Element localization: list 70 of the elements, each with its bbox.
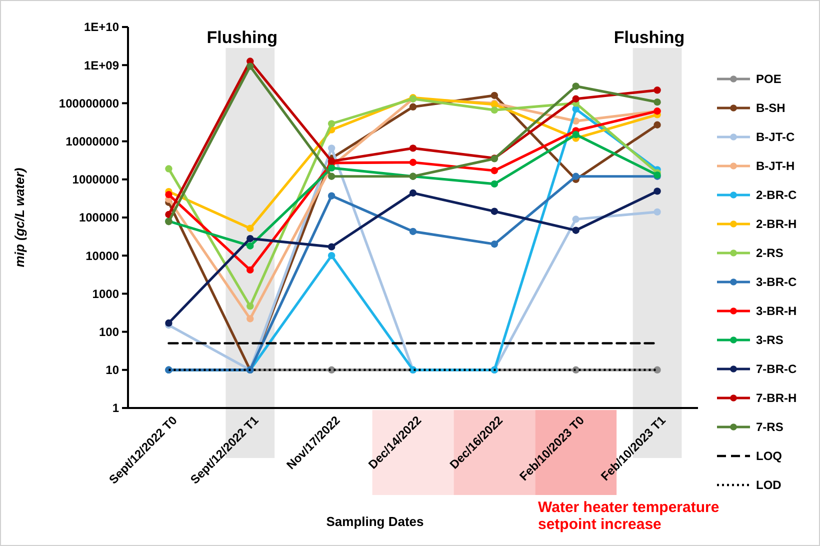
point bbox=[490, 167, 498, 174]
legend-label: 7-BR-C bbox=[756, 362, 797, 376]
point bbox=[409, 158, 417, 166]
legend-label: POE bbox=[756, 72, 782, 86]
point bbox=[654, 86, 661, 94]
point bbox=[246, 224, 254, 232]
y-tick-label: 100000 bbox=[78, 210, 120, 225]
point bbox=[246, 242, 254, 250]
point bbox=[246, 315, 254, 322]
point bbox=[654, 121, 661, 128]
point bbox=[328, 252, 336, 260]
point bbox=[165, 190, 172, 198]
point bbox=[165, 165, 172, 172]
legend-label: 3-BR-H bbox=[756, 304, 797, 318]
point bbox=[409, 228, 417, 236]
point bbox=[572, 130, 580, 138]
point bbox=[409, 144, 417, 152]
point bbox=[572, 95, 580, 102]
point bbox=[246, 266, 254, 274]
y-tick-label: 1 bbox=[112, 401, 120, 416]
point bbox=[409, 103, 417, 110]
point bbox=[409, 189, 417, 197]
y-tick-label: 10 bbox=[106, 363, 120, 378]
point bbox=[328, 243, 336, 250]
point bbox=[490, 240, 498, 248]
legend-label: B-JT-H bbox=[756, 159, 795, 174]
point bbox=[328, 172, 336, 180]
point bbox=[654, 208, 661, 216]
legend-label: 3-RS bbox=[756, 333, 784, 348]
legend-label: 2-BR-C bbox=[756, 188, 797, 202]
point bbox=[246, 302, 254, 310]
point bbox=[490, 106, 498, 114]
y-tick-label: 10000000 bbox=[66, 134, 120, 148]
y-tick-label: 100 bbox=[98, 325, 120, 339]
legend-label: B-JT-C bbox=[756, 130, 795, 144]
band-label: Flushing bbox=[206, 28, 278, 47]
point bbox=[654, 98, 661, 106]
legend-label: 3-BR-C bbox=[756, 275, 797, 290]
legend-label: 2-RS bbox=[756, 246, 784, 260]
point bbox=[490, 180, 498, 188]
point bbox=[572, 172, 580, 180]
legend-label: 7-RS bbox=[756, 420, 784, 434]
y-tick-label: 1000000 bbox=[72, 172, 120, 187]
legend-label: LOQ bbox=[756, 449, 782, 464]
point bbox=[654, 188, 661, 195]
y-tick-label: 1000 bbox=[92, 286, 120, 301]
point bbox=[654, 366, 661, 374]
point bbox=[572, 82, 580, 90]
point bbox=[328, 120, 336, 128]
y-tick-label: 1E+09 bbox=[84, 58, 120, 72]
legend-label: 2-BR-H bbox=[756, 217, 797, 232]
y-tick-label: 10000 bbox=[86, 248, 120, 263]
point bbox=[165, 319, 172, 327]
y-tick-label: 1E+10 bbox=[84, 20, 120, 34]
point bbox=[328, 144, 336, 152]
y-tick-label: 100000000 bbox=[58, 96, 120, 110]
point bbox=[572, 216, 580, 223]
legend-label: LOD bbox=[756, 478, 782, 492]
y-axis-title: mip (gc/L water) bbox=[12, 168, 27, 268]
point bbox=[490, 208, 498, 215]
text: Water heater temperature setpoint increase bbox=[538, 499, 720, 533]
point bbox=[246, 234, 254, 242]
legend-label: 7-BR-H bbox=[756, 391, 797, 406]
point bbox=[572, 226, 580, 234]
point bbox=[328, 192, 336, 200]
x-axis-title: Sampling Dates bbox=[326, 514, 424, 529]
band-label: Flushing bbox=[614, 28, 685, 47]
legend-label: B-SH bbox=[756, 101, 786, 116]
point bbox=[246, 62, 254, 70]
point bbox=[490, 92, 498, 100]
